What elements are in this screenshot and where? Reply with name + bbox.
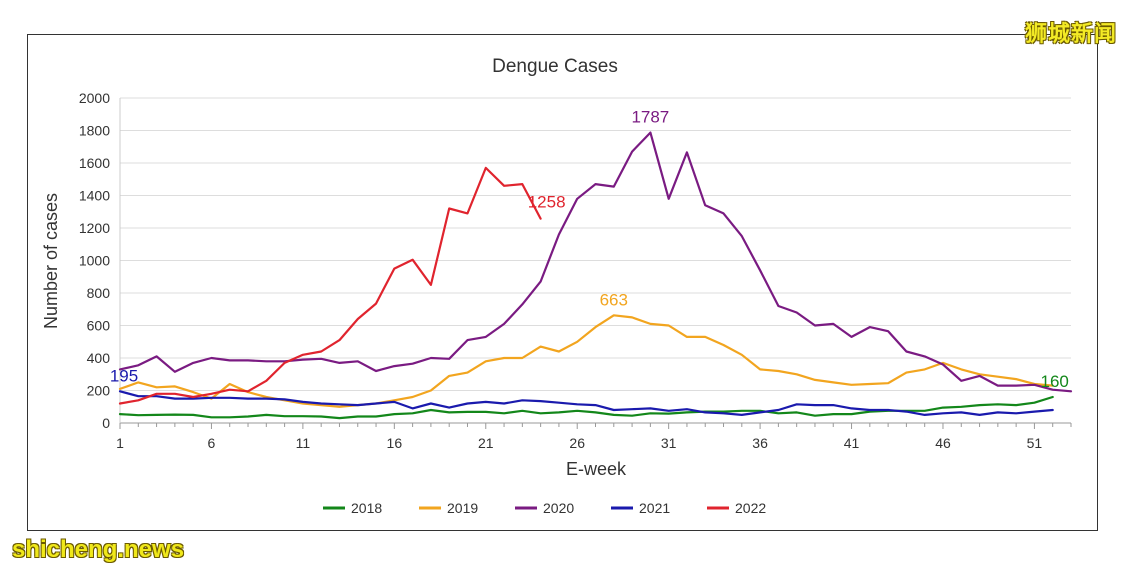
legend-item-2022: 2022: [707, 500, 766, 516]
y-tick-label: 1200: [79, 220, 110, 236]
legend: 2018 2019 2020 2021 2022: [323, 500, 766, 516]
y-tick-label: 400: [87, 350, 111, 366]
y-tick-label: 600: [87, 318, 111, 334]
x-tick-label: 1: [116, 435, 124, 451]
annotation-2022: 1258: [528, 193, 566, 212]
chart-title: Dengue Cases: [492, 56, 618, 77]
series-line-2018: [118, 395, 1054, 420]
gridlines: [120, 97, 1071, 424]
chart-frame: 0 200 400 600 800 1000 1200 1400 1600 1800 2000 1 6 1…: [27, 34, 1098, 531]
x-tick-label: 41: [844, 435, 860, 451]
legend-label: 2018: [351, 500, 382, 516]
legend-item-2020: 2020: [515, 500, 574, 516]
x-tick-label: 36: [752, 435, 768, 451]
x-tick-label: 31: [661, 435, 677, 451]
legend-label: 2021: [639, 500, 670, 516]
y-tick-label: 800: [87, 285, 111, 301]
x-tick-label: 6: [208, 435, 216, 451]
legend-label: 2022: [735, 500, 766, 516]
annotation-2020: 1787: [631, 108, 669, 127]
y-tick-label: 200: [87, 383, 111, 399]
y-tick-label: 2000: [79, 90, 110, 106]
y-tick-label: 1400: [79, 188, 110, 204]
legend-item-2021: 2021: [611, 500, 670, 516]
x-tick-label: 51: [1027, 435, 1043, 451]
legend-label: 2020: [543, 500, 574, 516]
x-tick-label: 26: [569, 435, 585, 451]
legend-label: 2019: [447, 500, 478, 516]
y-tick-label: 0: [102, 415, 110, 431]
x-tick-label: 16: [387, 435, 403, 451]
annotation-2018: 160: [1041, 372, 1069, 391]
data-annotations: 195 1258 663 1787 160: [110, 108, 1069, 391]
annotation-2019: 663: [600, 290, 628, 309]
x-axis-label: E-week: [566, 459, 627, 479]
series-line-2022: [118, 166, 542, 405]
y-tick-label: 1600: [79, 155, 110, 171]
series-line-2021: [118, 390, 1054, 416]
watermark-top-right: 狮城新闻: [1024, 21, 1117, 46]
series-lines: [118, 131, 1073, 420]
annotation-2021: 195: [110, 366, 138, 385]
x-tick-label: 21: [478, 435, 494, 451]
watermark-bottom-left: shicheng.news: [12, 536, 185, 563]
y-tick-label: 1800: [79, 123, 110, 139]
y-tick-label: 1000: [79, 253, 110, 269]
legend-item-2018: 2018: [323, 500, 382, 516]
series-line-2020: [118, 131, 1073, 393]
y-axis-label: Number of cases: [41, 193, 61, 329]
x-tick-label: 46: [935, 435, 951, 451]
x-tick-label: 11: [296, 435, 311, 451]
legend-item-2019: 2019: [419, 500, 478, 516]
